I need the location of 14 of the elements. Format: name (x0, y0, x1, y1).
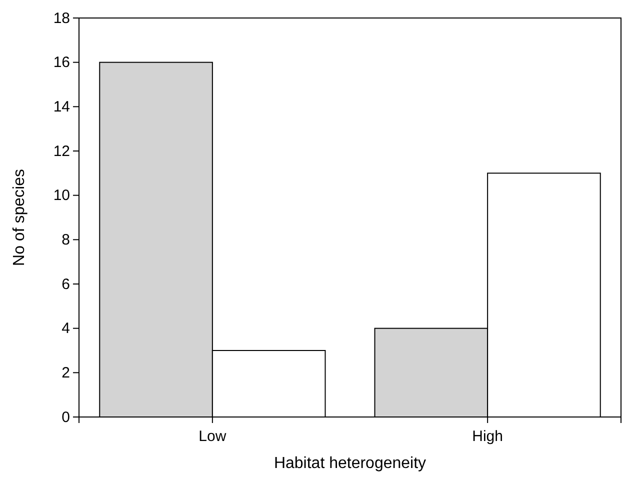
y-tick-label: 10 (53, 187, 70, 204)
y-tick-label: 8 (62, 231, 70, 248)
y-tick-label: 12 (53, 142, 70, 160)
y-tick-label: 4 (62, 320, 70, 338)
x-tick-label: High (472, 428, 503, 445)
y-tick-label: 18 (53, 10, 70, 27)
x-axis-title: Habitat heterogeneity (274, 455, 426, 472)
y-tick-label: 16 (53, 54, 70, 72)
y-tick-label: 0 (62, 408, 70, 426)
y-axis-title: No of species (11, 169, 28, 266)
x-tick-label: Low (198, 428, 226, 445)
y-tick-label: 2 (62, 364, 70, 382)
y-tick-label: 6 (62, 276, 70, 293)
y-tick-label: 14 (53, 98, 70, 116)
